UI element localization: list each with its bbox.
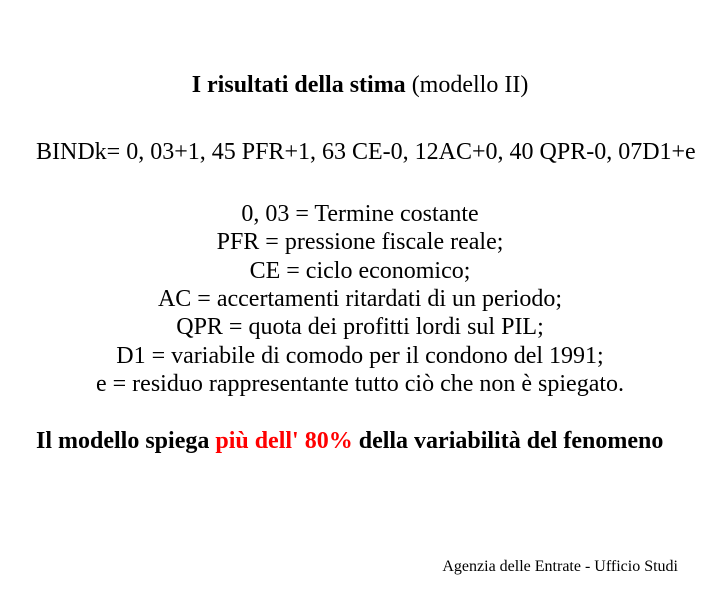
slide-title: I risultati della stima (modello II) bbox=[0, 72, 720, 99]
def-ac: AC = accertamenti ritardati di un period… bbox=[0, 285, 720, 313]
conclusion-highlight: più dell' 80% bbox=[215, 428, 352, 454]
title-rest: (modello II) bbox=[406, 72, 529, 98]
footer-source: Agenzia delle Entrate - Ufficio Studi bbox=[442, 558, 678, 576]
title-bold: I risultati della stima bbox=[192, 72, 406, 98]
slide: I risultati della stima (modello II) BIN… bbox=[0, 72, 720, 612]
def-pfr: PFR = pressione fiscale reale; bbox=[0, 228, 720, 256]
conclusion-pre: Il modello spiega bbox=[36, 428, 215, 454]
def-constant: 0, 03 = Termine costante bbox=[0, 200, 720, 228]
definitions-block: 0, 03 = Termine costante PFR = pressione… bbox=[0, 200, 720, 398]
def-residual: e = residuo rappresentante tutto ciò che… bbox=[0, 370, 720, 398]
conclusion-line: Il modello spiega più dell' 80% della va… bbox=[36, 428, 720, 455]
conclusion-post: della variabilità del fenomeno bbox=[353, 428, 664, 454]
def-ce: CE = ciclo economico; bbox=[0, 257, 720, 285]
model-equation: BINDk= 0, 03+1, 45 PFR+1, 63 CE-0, 12AC+… bbox=[36, 139, 720, 166]
def-qpr: QPR = quota dei profitti lordi sul PIL; bbox=[0, 313, 720, 341]
def-d1: D1 = variabile di comodo per il condono … bbox=[0, 342, 720, 370]
